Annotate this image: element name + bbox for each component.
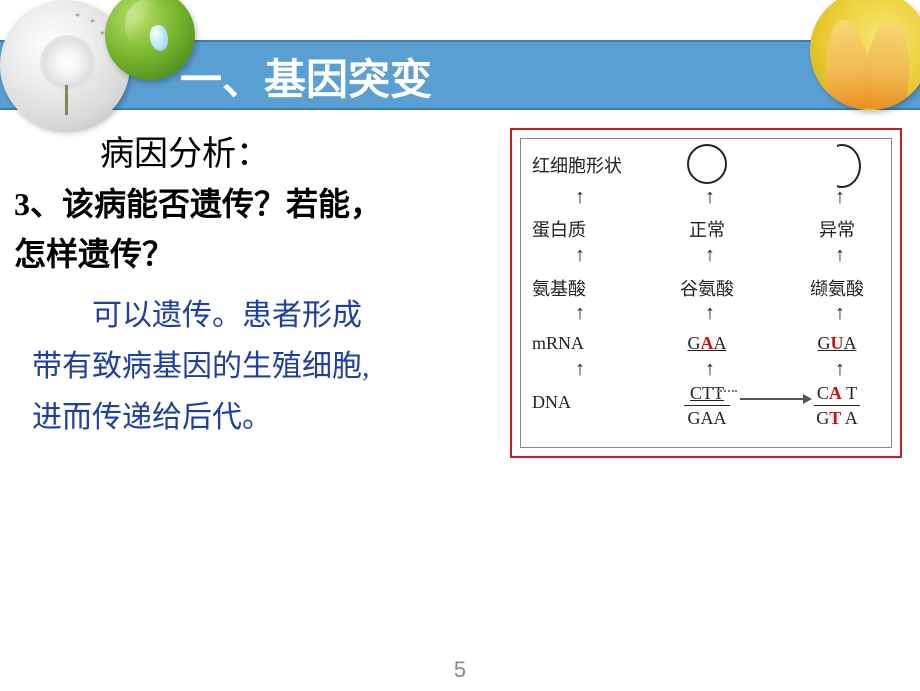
page-number: 5 — [0, 657, 920, 683]
up-arrow-icon: ↑ — [700, 244, 720, 267]
answer-text: 可以遗传。患者形成 带有致病基因的生殖细胞, 进而传递给后代。 — [32, 290, 502, 443]
up-arrow-icon: ↑ — [570, 186, 590, 209]
normal-dna-top: CTT — [657, 383, 757, 406]
question-line1: 该病能否遗传？若能， — [62, 186, 382, 222]
answer-line2: 带有致病基因的生殖细胞, — [32, 350, 370, 383]
dotted-connector — [717, 390, 737, 392]
row-label-mrna: mRNA — [532, 333, 632, 354]
row-label-shape: 红细胞形状 — [532, 152, 632, 178]
row-label-amino: 氨基酸 — [532, 275, 632, 301]
normal-amino: 谷氨酸 — [657, 275, 757, 301]
up-arrow-icon: ↑ — [570, 244, 590, 267]
answer-line1: 可以遗传。患者形成 — [92, 299, 362, 332]
mutation-arrow-icon — [740, 398, 810, 400]
abnormal-dna-bottom: GT A — [787, 408, 887, 429]
tulip-image — [810, 0, 920, 110]
normal-protein: 正常 — [657, 216, 757, 242]
normal-mrna: GAA — [657, 333, 757, 354]
up-arrow-icon: ↑ — [570, 302, 590, 325]
up-arrow-icon: ↑ — [830, 358, 850, 381]
normal-dna-bottom: GAA — [657, 408, 757, 429]
abnormal-cell-shape — [787, 144, 887, 184]
circle-icon — [687, 144, 727, 184]
answer-line3: 进而传递给后代。 — [32, 401, 272, 434]
up-arrow-icon: ↑ — [830, 186, 850, 209]
normal-cell-shape — [657, 144, 757, 184]
up-arrow-icon: ↑ — [830, 244, 850, 267]
up-arrow-icon: ↑ — [700, 186, 720, 209]
abnormal-mrna: GUA — [787, 333, 887, 354]
abnormal-protein: 异常 — [787, 216, 887, 242]
question-line2: 怎样遗传？ — [14, 236, 174, 272]
question-number: 3、 — [14, 186, 62, 222]
slide-title: 一、基因突变 — [180, 46, 432, 107]
row-label-dna: DNA — [532, 392, 632, 413]
up-arrow-icon: ↑ — [830, 302, 850, 325]
up-arrow-icon: ↑ — [570, 358, 590, 381]
row-label-protein: 蛋白质 — [532, 216, 632, 242]
mutation-diagram: 红细胞形状 蛋白质 氨基酸 mRNA DNA 正常 异常 谷氨酸 缬氨酸 GAA… — [510, 128, 902, 458]
subtitle: 病因分析： — [100, 126, 270, 175]
crescent-icon — [817, 144, 857, 184]
up-arrow-icon: ↑ — [700, 358, 720, 381]
abnormal-dna-top: CA T — [787, 383, 887, 406]
up-arrow-icon: ↑ — [700, 302, 720, 325]
question-text: 3、该病能否遗传？若能， 怎样遗传？ — [14, 180, 499, 279]
abnormal-amino: 缬氨酸 — [787, 275, 887, 301]
